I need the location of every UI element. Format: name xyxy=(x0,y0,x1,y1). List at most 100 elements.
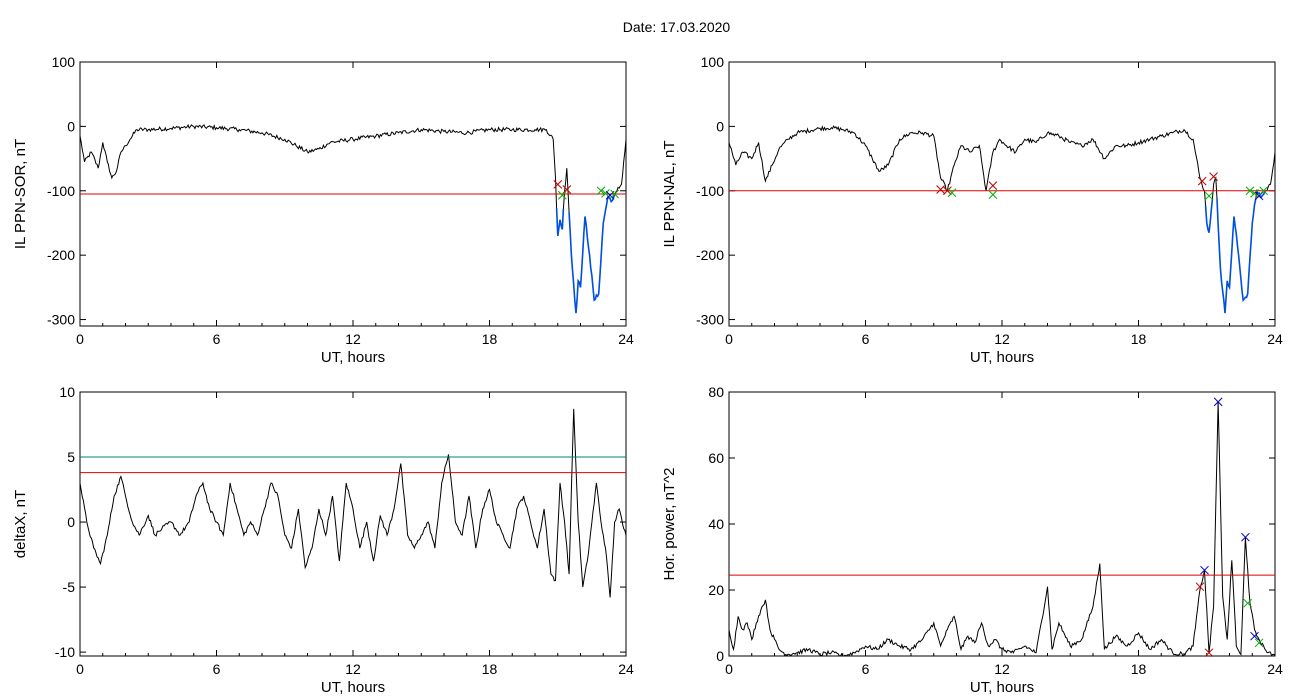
marker-stroke xyxy=(1250,189,1259,198)
x-tick-label: 24 xyxy=(1267,661,1283,677)
y-tick-label: -200 xyxy=(696,247,724,263)
marker-x xyxy=(988,190,998,199)
highlight-segment xyxy=(568,193,616,314)
marker-x xyxy=(596,186,606,196)
marker-stroke xyxy=(557,190,567,200)
marker-stroke xyxy=(1241,532,1250,542)
highlight-segment xyxy=(1204,198,1214,233)
plot-frame xyxy=(728,391,1276,657)
series-line xyxy=(728,401,1276,658)
y-tick-label: 20 xyxy=(708,582,724,598)
x-tick-label: 0 xyxy=(76,331,84,347)
x-tick-label: 12 xyxy=(345,661,361,677)
chart-p3: 0 6 12 18 24 10 5 0 -5 -10 UT, hours deltaX, nT xyxy=(12,384,634,696)
highlight-segment xyxy=(555,208,565,237)
marker-stroke xyxy=(943,186,952,196)
marker-stroke xyxy=(562,185,572,194)
marker-x xyxy=(1259,186,1268,196)
marker-x xyxy=(1250,189,1259,198)
marker-x xyxy=(1209,172,1218,181)
chart-p2: 0 6 12 18 24 100 0 -100 -200 -300 UT, hours IL PPN-… xyxy=(661,54,1283,366)
x-tick-label: 18 xyxy=(482,331,498,347)
y-tick-label: 0 xyxy=(716,648,724,664)
marker-stroke xyxy=(1213,397,1223,407)
marker-stroke xyxy=(1204,191,1214,201)
series-line xyxy=(728,125,1276,314)
y-axis-label: IL PPN-SOR, nT xyxy=(12,139,29,249)
marker-x xyxy=(1204,191,1214,201)
x-tick-label: 6 xyxy=(862,661,870,677)
x-tick-label: 0 xyxy=(76,661,84,677)
y-tick-label: 0 xyxy=(67,514,75,530)
plot-frame xyxy=(79,391,627,657)
y-tick-label: -300 xyxy=(696,312,724,328)
x-tick-label: 0 xyxy=(725,331,733,347)
marker-stroke xyxy=(553,179,563,189)
x-tick-label: 24 xyxy=(1267,331,1283,347)
marker-x xyxy=(1213,397,1223,407)
marker-x xyxy=(562,185,572,194)
x-axis-label: UT, hours xyxy=(970,679,1034,696)
x-tick-label: 6 xyxy=(213,331,221,347)
marker-x xyxy=(1195,582,1205,592)
x-axis-label: UT, hours xyxy=(970,349,1034,366)
x-axis-label: UT, hours xyxy=(321,349,385,366)
y-tick-label: -200 xyxy=(47,247,75,263)
marker-stroke xyxy=(610,189,619,199)
marker-x xyxy=(947,188,957,198)
marker-x xyxy=(610,189,619,199)
highlight-segment xyxy=(1257,191,1266,199)
marker-x xyxy=(943,186,952,196)
marker-stroke xyxy=(988,190,998,199)
marker-x xyxy=(1243,598,1253,608)
series-line xyxy=(79,123,627,314)
x-tick-label: 24 xyxy=(618,661,634,677)
x-tick-label: 24 xyxy=(618,331,634,347)
x-tick-label: 12 xyxy=(345,331,361,347)
y-tick-label: 0 xyxy=(716,118,724,134)
marker-x xyxy=(936,185,945,194)
series-line xyxy=(79,408,627,598)
x-tick-label: 6 xyxy=(213,661,221,677)
y-tick-label: -100 xyxy=(696,183,724,199)
marker-x xyxy=(601,189,610,198)
x-tick-label: 12 xyxy=(994,661,1010,677)
marker-stroke xyxy=(1250,631,1259,641)
marker-stroke xyxy=(1204,648,1214,658)
marker-x xyxy=(1200,565,1209,575)
date-title: Date: 17.03.2020 xyxy=(622,19,731,35)
marker-x xyxy=(1197,176,1207,186)
y-tick-label: 5 xyxy=(67,449,75,465)
marker-stroke xyxy=(1254,638,1264,648)
y-tick-label: 80 xyxy=(708,384,724,400)
x-tick-label: 12 xyxy=(994,331,1010,347)
y-tick-label: 40 xyxy=(708,516,724,532)
marker-x xyxy=(1254,638,1264,648)
chart-p1: 0 6 12 18 24 100 0 -100 -200 -300 UT, hours IL PPN-… xyxy=(12,54,634,366)
y-tick-label: 10 xyxy=(59,384,75,400)
marker-x xyxy=(1204,648,1214,658)
marker-stroke xyxy=(936,185,945,194)
marker-stroke xyxy=(1243,598,1253,608)
x-tick-label: 18 xyxy=(1131,331,1147,347)
y-tick-label: 0 xyxy=(67,118,75,134)
highlight-segment xyxy=(1216,198,1257,314)
marker-stroke xyxy=(1245,186,1255,196)
marker-stroke xyxy=(947,188,957,198)
marker-stroke xyxy=(1209,172,1218,181)
marker-x xyxy=(557,190,567,200)
marker-x xyxy=(553,179,563,189)
x-tick-label: 0 xyxy=(725,661,733,677)
marker-x xyxy=(1245,186,1255,196)
y-tick-label: 100 xyxy=(701,54,725,70)
y-tick-label: -100 xyxy=(47,183,75,199)
y-tick-label: 100 xyxy=(52,54,76,70)
x-tick-label: 6 xyxy=(862,331,870,347)
marker-stroke xyxy=(596,186,606,196)
chart-p4: 0 6 12 18 24 80 60 40 20 0 UT, hours Hor. power, nT… xyxy=(661,384,1283,696)
y-axis-label: Hor. power, nT^2 xyxy=(661,468,678,581)
marker-stroke xyxy=(601,189,610,198)
y-tick-label: -5 xyxy=(63,579,76,595)
marker-x xyxy=(1250,631,1259,641)
